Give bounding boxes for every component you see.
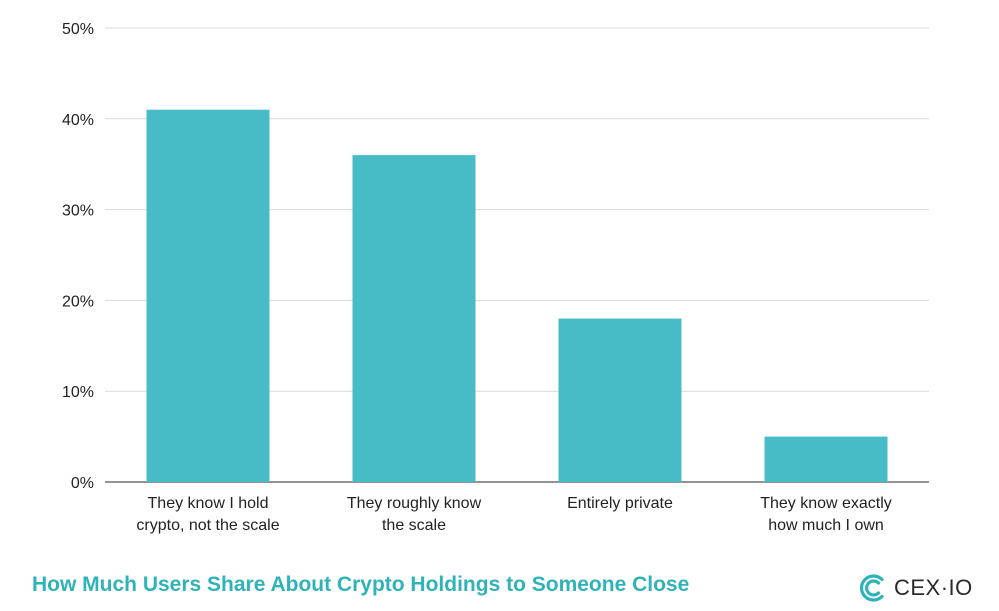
- x-category-label: They roughly know the scale: [347, 495, 482, 534]
- chart-title: How Much Users Share About Crypto Holdin…: [32, 573, 690, 596]
- y-tick-label: 50%: [62, 21, 94, 38]
- y-tick-label: 40%: [62, 112, 94, 129]
- x-category-label: They know exactly how much I own: [760, 495, 892, 534]
- bars-layer: [146, 109, 888, 482]
- brand-name: CEX·IO: [894, 575, 973, 600]
- cex-logo-icon: [859, 574, 884, 602]
- labels-layer: 0% 10% 20% 30% 40% 50% They know I hold crypto,…: [62, 21, 892, 534]
- y-tick-label: 10%: [62, 384, 94, 401]
- bar: [764, 436, 888, 482]
- bar: [146, 109, 270, 482]
- y-tick-label: 0%: [71, 475, 94, 492]
- x-category-label: Entirely private: [567, 495, 673, 512]
- bar-chart: 0% 10% 20% 30% 40% 50% They know I hold crypto,…: [62, 21, 929, 534]
- brand-logo: CEX·IO: [858, 571, 973, 605]
- y-tick-label: 20%: [62, 293, 94, 310]
- x-category-label: They know I hold crypto, not the scale: [136, 495, 279, 534]
- y-tick-label: 30%: [62, 203, 94, 220]
- bar: [352, 155, 476, 482]
- bar: [558, 318, 682, 482]
